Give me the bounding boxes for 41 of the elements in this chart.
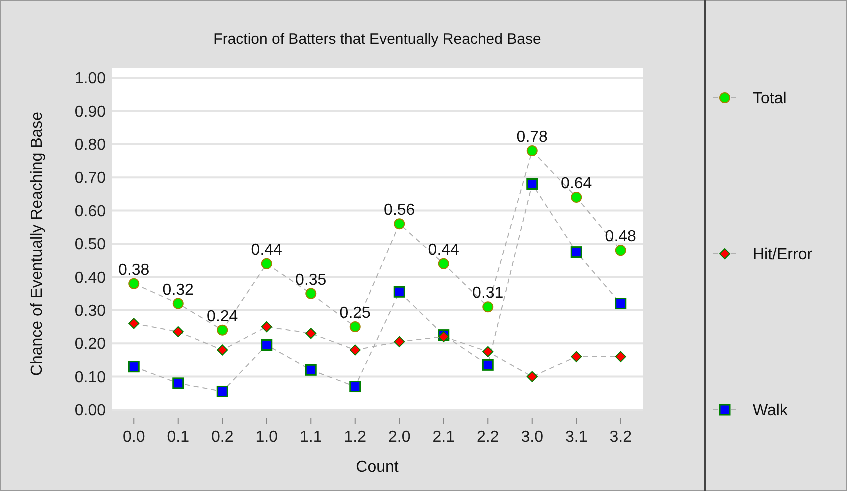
y-tick-label: 0.50 [74, 236, 106, 254]
x-tick-label: 0.1 [167, 429, 190, 446]
y-axis-title: Chance of Eventually Reaching Base [29, 112, 46, 376]
legend-label: Total [753, 90, 787, 108]
y-tick-label: 0.60 [74, 203, 106, 220]
x-tick-label: 3.0 [521, 429, 544, 446]
data-label: 0.44 [428, 242, 460, 259]
chart-title: Fraction of Batters that Eventually Reached Base [214, 31, 542, 48]
data-label: 0.25 [340, 305, 372, 322]
x-tick-label: 3.1 [566, 429, 588, 446]
data-label: 0.38 [118, 262, 150, 279]
x-axis-title: Count [356, 459, 400, 476]
data-label: 0.78 [516, 129, 548, 146]
legend-label: Hit/Error [753, 246, 814, 264]
y-tick-label: 0.10 [74, 369, 106, 386]
y-tick-label: 0.90 [74, 104, 106, 121]
data-label: 0.35 [296, 272, 327, 289]
x-tick-label: 1.1 [300, 429, 322, 446]
data-label: 0.31 [472, 285, 504, 302]
x-tick-label: 2.0 [388, 429, 411, 446]
legend-label: Walk [753, 402, 789, 420]
y-tick-label: 0.80 [74, 137, 106, 154]
data-label: 0.24 [207, 308, 238, 326]
x-tick-label: 2.1 [432, 429, 456, 446]
data-label: 0.48 [605, 228, 637, 246]
data-label: 0.64 [561, 176, 592, 193]
x-tick-label: 0.0 [123, 429, 146, 446]
y-tick-label: 0.20 [74, 336, 106, 354]
data-label: 0.32 [162, 282, 194, 299]
y-tick-label: 0.00 [74, 402, 106, 420]
y-tick-label: 0.40 [74, 270, 106, 287]
x-tick-label: 1.0 [256, 429, 278, 446]
data-label: 0.44 [251, 242, 283, 259]
y-tick-label: 1.00 [74, 70, 106, 88]
y-tick-label: 0.30 [74, 303, 106, 320]
x-tick-label: 2.2 [477, 429, 500, 446]
x-tick-label: 0.2 [212, 429, 234, 446]
x-tick-label: 1.2 [344, 429, 367, 446]
x-tick-label: 3.2 [610, 429, 632, 446]
data-label: 0.56 [384, 202, 416, 220]
y-tick-label: 0.70 [74, 170, 106, 188]
